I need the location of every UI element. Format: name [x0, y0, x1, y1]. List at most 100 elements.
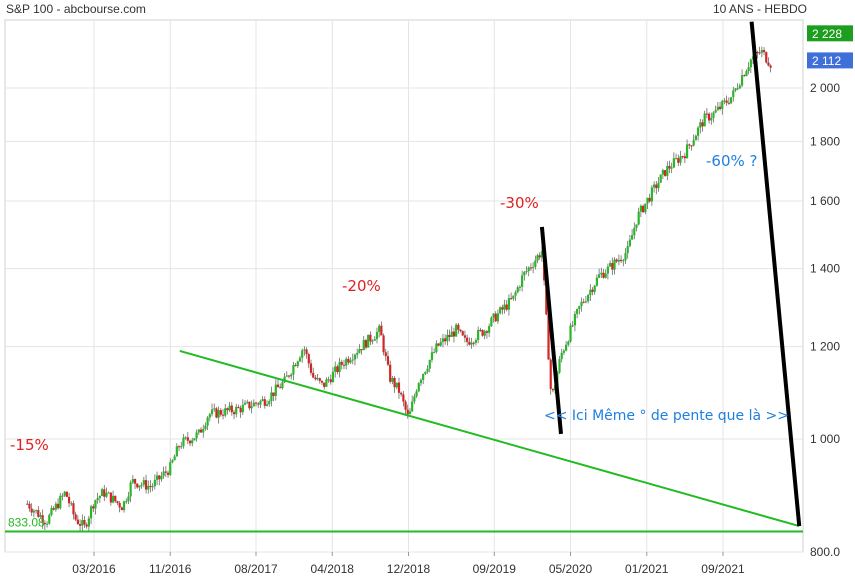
candle-body — [402, 394, 405, 402]
candle-body — [164, 471, 167, 473]
candle-body — [144, 480, 148, 490]
candle-body — [426, 368, 429, 372]
support-level-label: 833.08 — [8, 515, 45, 529]
candle-body — [290, 374, 293, 377]
candle-body — [521, 275, 524, 287]
candle-body — [272, 392, 275, 396]
candle-body — [204, 425, 207, 430]
candle-body — [87, 518, 90, 527]
candle-body — [246, 401, 249, 403]
candle-body — [285, 375, 288, 377]
candle-body — [609, 263, 612, 267]
candle-body — [208, 414, 211, 418]
candle-body — [677, 158, 680, 163]
candle-body — [397, 382, 401, 393]
candle-body — [745, 71, 748, 76]
candle-body — [331, 371, 335, 383]
candle-body — [316, 378, 319, 380]
candle-body — [727, 102, 730, 104]
candle-body — [83, 520, 86, 525]
candle-body — [114, 495, 117, 502]
candle-body — [386, 356, 390, 365]
candle-body — [681, 156, 684, 158]
chart-period: 10 ANS - HEBDO — [712, 2, 807, 16]
annotation-text: -20% — [342, 277, 381, 295]
candle-body — [532, 266, 535, 268]
candle-body — [712, 112, 715, 118]
candle-body — [613, 259, 616, 270]
candle-body — [351, 359, 354, 361]
candle-body — [435, 343, 438, 353]
candle-body — [393, 378, 396, 388]
candle-body — [560, 352, 563, 360]
candle-body — [591, 289, 594, 292]
candle-body — [463, 335, 467, 338]
candle-body — [690, 145, 693, 147]
candle-body — [34, 510, 38, 512]
candle-body — [644, 203, 647, 213]
candle-body — [320, 380, 324, 383]
y-tick-label: 2 000 — [810, 81, 840, 95]
candle-body — [718, 106, 722, 109]
candle-body — [437, 343, 440, 346]
candle-body — [305, 349, 308, 355]
candle-body — [202, 429, 205, 433]
candle-body — [494, 313, 497, 322]
candle-body — [679, 156, 682, 163]
candle-body — [45, 523, 49, 525]
candle-body — [173, 456, 176, 461]
candle-body — [448, 334, 451, 337]
x-tick-label: 08/2017 — [234, 562, 278, 576]
candle-body — [182, 437, 185, 447]
candle-body — [571, 325, 574, 327]
candle-body — [736, 88, 739, 90]
candle-body — [549, 359, 552, 389]
candle-body — [142, 480, 145, 485]
candle-body — [371, 340, 374, 342]
candle-body — [48, 514, 51, 524]
candle-body — [408, 411, 412, 415]
x-tick-label: 03/2016 — [72, 562, 116, 576]
candle-body — [732, 90, 735, 98]
candle-body — [457, 324, 460, 330]
candle-body — [342, 364, 346, 366]
candle-body — [345, 358, 348, 366]
candle-body — [472, 342, 475, 344]
candle-body — [147, 485, 150, 490]
candle-body — [155, 475, 159, 480]
candle-body — [94, 500, 97, 509]
candle-body — [756, 52, 759, 54]
candle-body — [184, 437, 187, 439]
candle-body — [210, 409, 214, 415]
candle-body — [619, 259, 623, 262]
candle-body — [510, 298, 513, 300]
candle-body — [525, 271, 528, 273]
candle-body — [263, 399, 266, 406]
candle-body — [213, 408, 216, 410]
candle-body — [129, 482, 132, 497]
candle-body — [769, 65, 772, 68]
candle-body — [481, 330, 484, 336]
candle-body — [72, 503, 75, 515]
candle-body — [32, 510, 35, 513]
candle-body — [584, 301, 588, 303]
candle-body — [655, 184, 658, 189]
candle-body — [37, 510, 40, 517]
candle-body — [380, 325, 383, 336]
candle-body — [270, 392, 273, 402]
candle-body — [224, 408, 227, 416]
candle-body — [92, 506, 95, 509]
candle-body — [707, 113, 711, 121]
price-tag-box — [807, 52, 853, 69]
candle-body — [534, 260, 537, 267]
candle-body — [360, 349, 363, 351]
candle-body — [507, 298, 511, 310]
candle-body — [666, 165, 669, 176]
candle-body — [375, 331, 379, 340]
candle-body — [593, 285, 596, 292]
candle-body — [195, 432, 198, 439]
candle-body — [529, 267, 533, 269]
candle-body — [226, 408, 229, 411]
annotation-text: -15% — [10, 436, 49, 454]
candle-body — [444, 338, 447, 342]
